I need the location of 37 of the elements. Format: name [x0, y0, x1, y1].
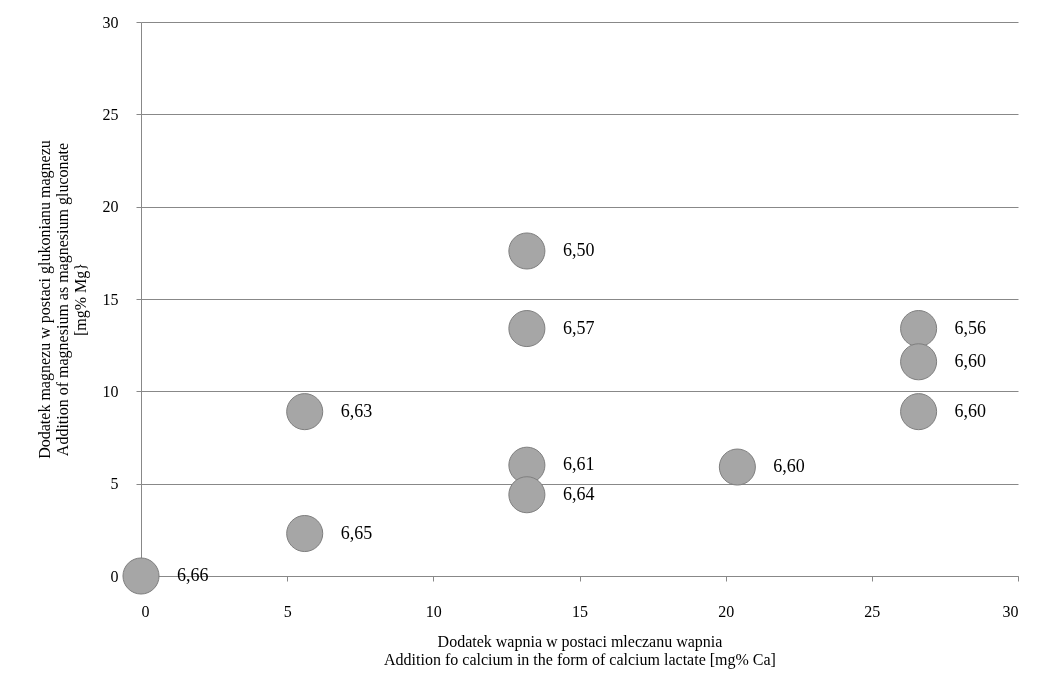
annotation: 6,56 — [954, 317, 987, 338]
point — [286, 393, 324, 431]
y-tick-label: 0 — [110, 567, 119, 585]
annotation: 6,60 — [954, 350, 987, 371]
point — [718, 448, 756, 486]
point — [900, 343, 938, 381]
annotation: 6,64 — [562, 483, 595, 504]
point — [508, 232, 546, 270]
y-axis-title: Dodatek magnezu w postaci glukonianu magnezu Addition of magnesium as magnesium gluconate [mg% Mg} — [35, 140, 90, 459]
x-axis-title: Dodatek wapnia w postaci mleczanu wapnia Addition fo calcium in the form of calcium lactate [mg% Ca] — [384, 632, 776, 669]
annotation: 6,65 — [340, 522, 373, 543]
x-tick-label: 30 — [1002, 602, 1019, 620]
point — [900, 393, 938, 431]
point — [508, 476, 546, 514]
y-tick-label: 15 — [102, 290, 119, 308]
annotation: 6,66 — [177, 565, 209, 585]
y-tick-label: 5 — [110, 475, 119, 493]
annotation: 6,60 — [773, 456, 805, 477]
annotation: 6,50 — [562, 239, 595, 260]
y-tick-label: 25 — [102, 105, 119, 123]
point — [286, 515, 324, 553]
x-tick-label: 0 — [141, 602, 150, 620]
y-tick-label: 10 — [102, 382, 119, 400]
y-tick-label: 20 — [102, 198, 119, 216]
point — [122, 557, 160, 595]
y-tick-label: 30 — [102, 13, 119, 31]
point — [900, 310, 938, 348]
x-tick-label: 10 — [425, 602, 442, 620]
x-tick-label: 25 — [864, 602, 881, 620]
annotation: 6,60 — [954, 400, 987, 421]
x-tick-label: 20 — [718, 602, 735, 620]
annotation: 6,57 — [562, 317, 595, 338]
point — [508, 310, 546, 348]
annotation: 6,63 — [340, 400, 373, 421]
annotation: 6,61 — [562, 454, 595, 475]
x-tick-label: 5 — [283, 602, 292, 620]
x-tick-label: 15 — [572, 602, 588, 620]
